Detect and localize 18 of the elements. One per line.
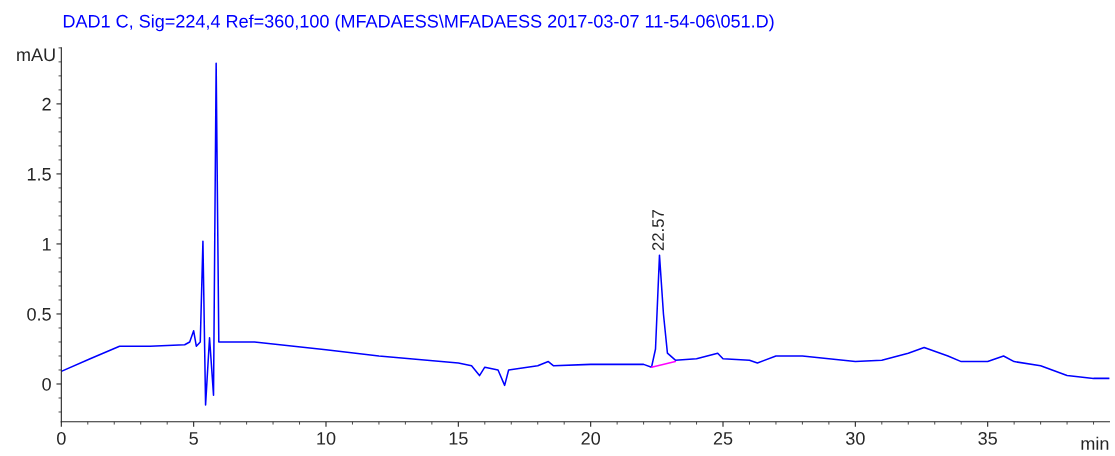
y-tick-label: 2 [42,97,51,111]
x-tick-label: 0 [57,432,66,445]
x-axis-title: min [1081,436,1109,450]
line-series [61,62,1110,406]
x-tick-label: 20 [581,432,600,445]
x-tick-label: 35 [978,432,997,445]
chart-title: DAD1 C, Sig=224,4 Ref=360,100 (MFADAESS\MFADAESS 2017-03-07 11-54-06\051.D) [63,14,774,32]
y-tick-label: 0.5 [27,307,51,321]
y-tick-label: 1 [42,238,51,251]
annotation: 22.57 [652,210,664,251]
x-tick-label: 5 [189,432,198,445]
x-tick-label: 30 [845,432,865,445]
y-axis-title: mAU [17,48,55,62]
x-tick-label: 15 [449,432,468,445]
y-tick-label: 0 [42,377,51,391]
y-tick-label: 1.5 [27,168,51,181]
x-tick-label: 10 [317,432,336,445]
x-tick-label: 25 [713,432,733,445]
